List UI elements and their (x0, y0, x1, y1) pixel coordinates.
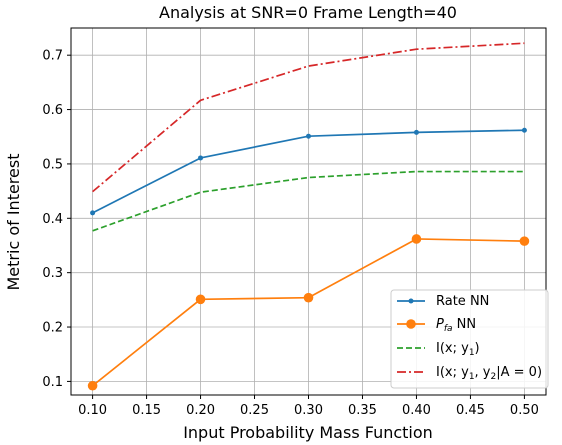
legend-label-rate-nn: Rate NN (436, 294, 489, 309)
legend-mi1-rest: ) (475, 341, 480, 356)
x-axis-label: Input Probability Mass Function (183, 423, 433, 442)
legend-mi2-sub: 1 (469, 372, 475, 382)
legend-entry-pfa-nn: Pfa NN (397, 317, 476, 334)
legend-entry-rate-nn: Rate NN (397, 294, 489, 309)
data-point-pfa-nn (303, 292, 314, 303)
y-tick-label: 0.1 (42, 375, 63, 390)
legend-label-pfa-nn: Pfa NN (436, 317, 476, 334)
data-point-pfa-nn (195, 294, 206, 305)
x-tick-label: 0.50 (510, 403, 539, 418)
data-point-rate-nn (413, 129, 419, 135)
legend-pfa-sub: fa (444, 324, 453, 334)
y-tick-label: 0.3 (42, 266, 63, 281)
x-tick-label: 0.20 (186, 403, 215, 418)
legend-mi2-rest: |A = 0) (496, 365, 542, 380)
data-point-rate-nn (521, 127, 527, 133)
grid (71, 28, 546, 395)
y-tick-label: 0.7 (42, 49, 63, 64)
y-tick-label: 0.2 (42, 321, 63, 336)
legend-pfa-rest: NN (453, 317, 477, 332)
legend-entry-mi-y1: I(x; y1) (397, 341, 480, 358)
legend-marker-rate-nn (408, 298, 414, 304)
x-tick-label: 0.40 (402, 403, 431, 418)
series-layer (87, 42, 530, 391)
data-point-pfa-nn (519, 236, 530, 246)
legend: Rate NN Pfa NN I(x; y1) I(x; y1, y2|A = … (390, 289, 549, 389)
legend-label-mi-y1-y2: I(x; y1, y2|A = 0) (436, 365, 542, 382)
legend-mi2-mid: , y (475, 365, 491, 380)
data-point-pfa-nn (87, 380, 98, 391)
y-tick-label: 0.4 (42, 212, 63, 227)
legend-mi2-sub2: 2 (491, 372, 497, 382)
x-tick-label: 0.25 (240, 403, 269, 418)
chart-title: Analysis at SNR=0 Frame Length=40 (159, 3, 457, 22)
legend-box (390, 289, 549, 389)
data-point-rate-nn (90, 210, 96, 216)
series-line-mi-y1-y2 (92, 42, 525, 193)
legend-pfa-main: P (436, 317, 444, 332)
y-axis-ticks: 0.1 0.2 0.3 0.4 0.5 0.6 0.7 (42, 49, 71, 390)
x-tick-label: 0.30 (294, 403, 323, 418)
legend-mi1-main: I(x; y (436, 341, 469, 356)
legend-entry-mi-y1-y2: I(x; y1, y2|A = 0) (397, 365, 542, 382)
data-point-rate-nn (306, 133, 311, 139)
y-axis-label: Metric of Interest (4, 154, 23, 291)
y-tick-label: 0.6 (42, 103, 63, 118)
x-tick-label: 0.35 (348, 403, 377, 418)
data-point-rate-nn (198, 155, 204, 161)
series-line-mi-y1 (92, 170, 525, 232)
data-point-pfa-nn (411, 234, 422, 244)
x-tick-label: 0.45 (456, 403, 485, 418)
y-tick-label: 0.5 (42, 157, 63, 172)
legend-label-mi-y1: I(x; y1) (436, 341, 480, 358)
x-axis-ticks: 0.10 0.15 0.20 0.25 0.30 0.35 0.40 0.45 0.50 (78, 395, 539, 418)
x-tick-label: 0.15 (132, 403, 161, 418)
x-tick-label: 0.10 (78, 403, 107, 418)
legend-marker-pfa-nn (406, 319, 416, 329)
legend-mi2-main: I(x; y (436, 365, 469, 380)
legend-mi1-sub: 1 (469, 348, 475, 358)
